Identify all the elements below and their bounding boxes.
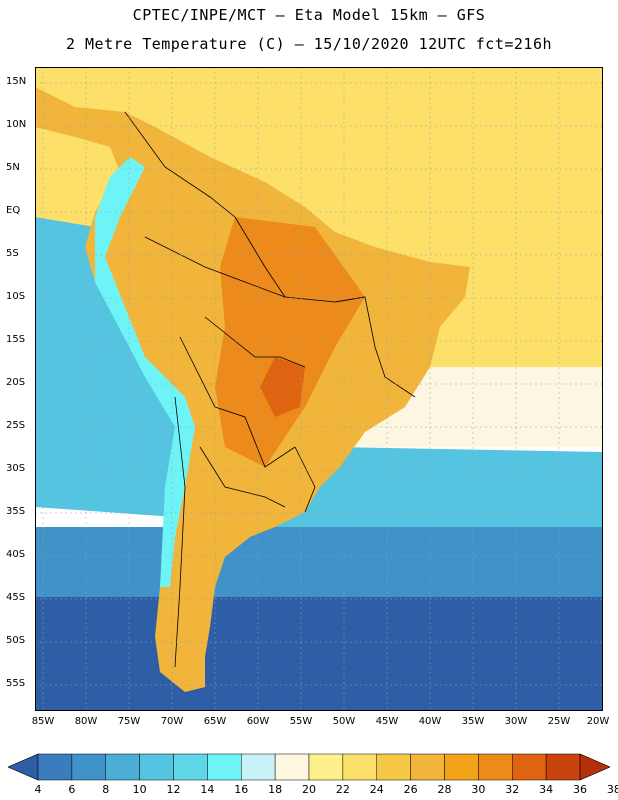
lon-label-75w: 75W	[117, 716, 141, 727]
lon-label-70w: 70W	[160, 716, 184, 727]
colorbar-swatch	[241, 753, 276, 781]
colorbar-label: 14	[200, 783, 215, 796]
colorbar-swatch	[512, 753, 547, 781]
lat-label-35s: 35S	[6, 506, 26, 517]
lat-label-55s: 55S	[6, 678, 26, 689]
colorbar-low-arrow	[8, 753, 39, 781]
colorbar-label: 18	[268, 783, 283, 796]
colorbar-label: 34	[539, 783, 554, 796]
colorbar-label: 16	[234, 783, 249, 796]
lon-label-50w: 50W	[332, 716, 356, 727]
colorbar-label: 8	[102, 783, 110, 796]
colorbar-high-arrow	[579, 753, 610, 781]
map-title-line2: 2 Metre Temperature (C) – 15/10/2020 12U…	[65, 35, 553, 53]
lon-label-60w: 60W	[246, 716, 270, 727]
colorbar-swatch	[37, 753, 73, 781]
colorbar-label: 20	[302, 783, 316, 796]
lat-label-5n: 5N	[6, 162, 20, 173]
country-borders	[124, 111, 416, 668]
colorbar-label: 22	[335, 783, 350, 796]
colorbar-label: 28	[437, 783, 452, 796]
colorbar-swatch	[71, 753, 106, 781]
ocean-mid-band	[35, 527, 603, 602]
lat-label-15n: 15N	[6, 76, 27, 87]
colorbar-label: 38	[606, 783, 618, 796]
lat-label-5s: 5S	[6, 248, 19, 259]
colorbar-swatch	[478, 753, 513, 781]
colorbar-label: 4	[34, 783, 42, 796]
lon-label-20w: 20W	[586, 716, 610, 727]
lon-label-35w: 35W	[461, 716, 485, 727]
lat-label-10s: 10S	[6, 291, 26, 302]
ocean-south-band	[35, 597, 603, 711]
lon-label-85w: 85W	[31, 716, 55, 727]
lat-label-25s: 25S	[6, 420, 26, 431]
colorbar-swatch	[207, 753, 242, 781]
colorbar-swatch	[545, 753, 581, 781]
lat-label-30s: 30S	[6, 463, 26, 474]
map-title-line1: CPTEC/INPE/MCT – Eta Model 15km – GFS	[132, 6, 486, 24]
land-hottest-core	[260, 357, 305, 417]
lat-label-20s: 20S	[6, 377, 26, 388]
lat-label-10n: 10N	[6, 119, 27, 130]
colorbar-swatch	[444, 753, 479, 781]
lat-label-eq: EQ	[6, 205, 21, 216]
colorbar-swatch	[410, 753, 445, 781]
lat-label-50s: 50S	[6, 635, 26, 646]
lon-label-30w: 30W	[504, 716, 528, 727]
lon-label-65w: 65W	[203, 716, 227, 727]
colorbar-label: 36	[573, 783, 587, 796]
lon-label-25w: 25W	[547, 716, 571, 727]
lon-label-45w: 45W	[375, 716, 399, 727]
lon-label-40w: 40W	[418, 716, 442, 727]
colorbar-swatch	[105, 753, 140, 781]
temperature-map	[35, 67, 603, 711]
colorbar-swatch	[274, 753, 310, 781]
colorbar-label: 24	[369, 783, 384, 796]
colorbar-label: 26	[403, 783, 418, 796]
land-hot-core	[215, 217, 365, 467]
colorbar-label: 30	[471, 783, 486, 796]
lat-label-15s: 15S	[6, 334, 26, 345]
colorbar-swatch	[308, 753, 344, 781]
colorbar-swatch	[376, 753, 411, 781]
lon-label-80w: 80W	[74, 716, 98, 727]
colorbar-label: 12	[166, 783, 181, 796]
colorbar-label: 6	[68, 783, 76, 796]
andes-cold-strip	[95, 157, 195, 587]
colorbar-swatch	[342, 753, 377, 781]
colorbar-swatch	[173, 753, 208, 781]
temperature-colorbar	[8, 753, 610, 781]
graticule	[35, 67, 603, 711]
lat-label-40s: 40S	[6, 549, 26, 560]
colorbar-swatch	[139, 753, 174, 781]
lon-label-55w: 55W	[289, 716, 313, 727]
colorbar-label: 10	[132, 783, 147, 796]
lat-label-45s: 45S	[6, 592, 26, 603]
map-frame	[35, 67, 603, 711]
colorbar-label: 32	[505, 783, 520, 796]
